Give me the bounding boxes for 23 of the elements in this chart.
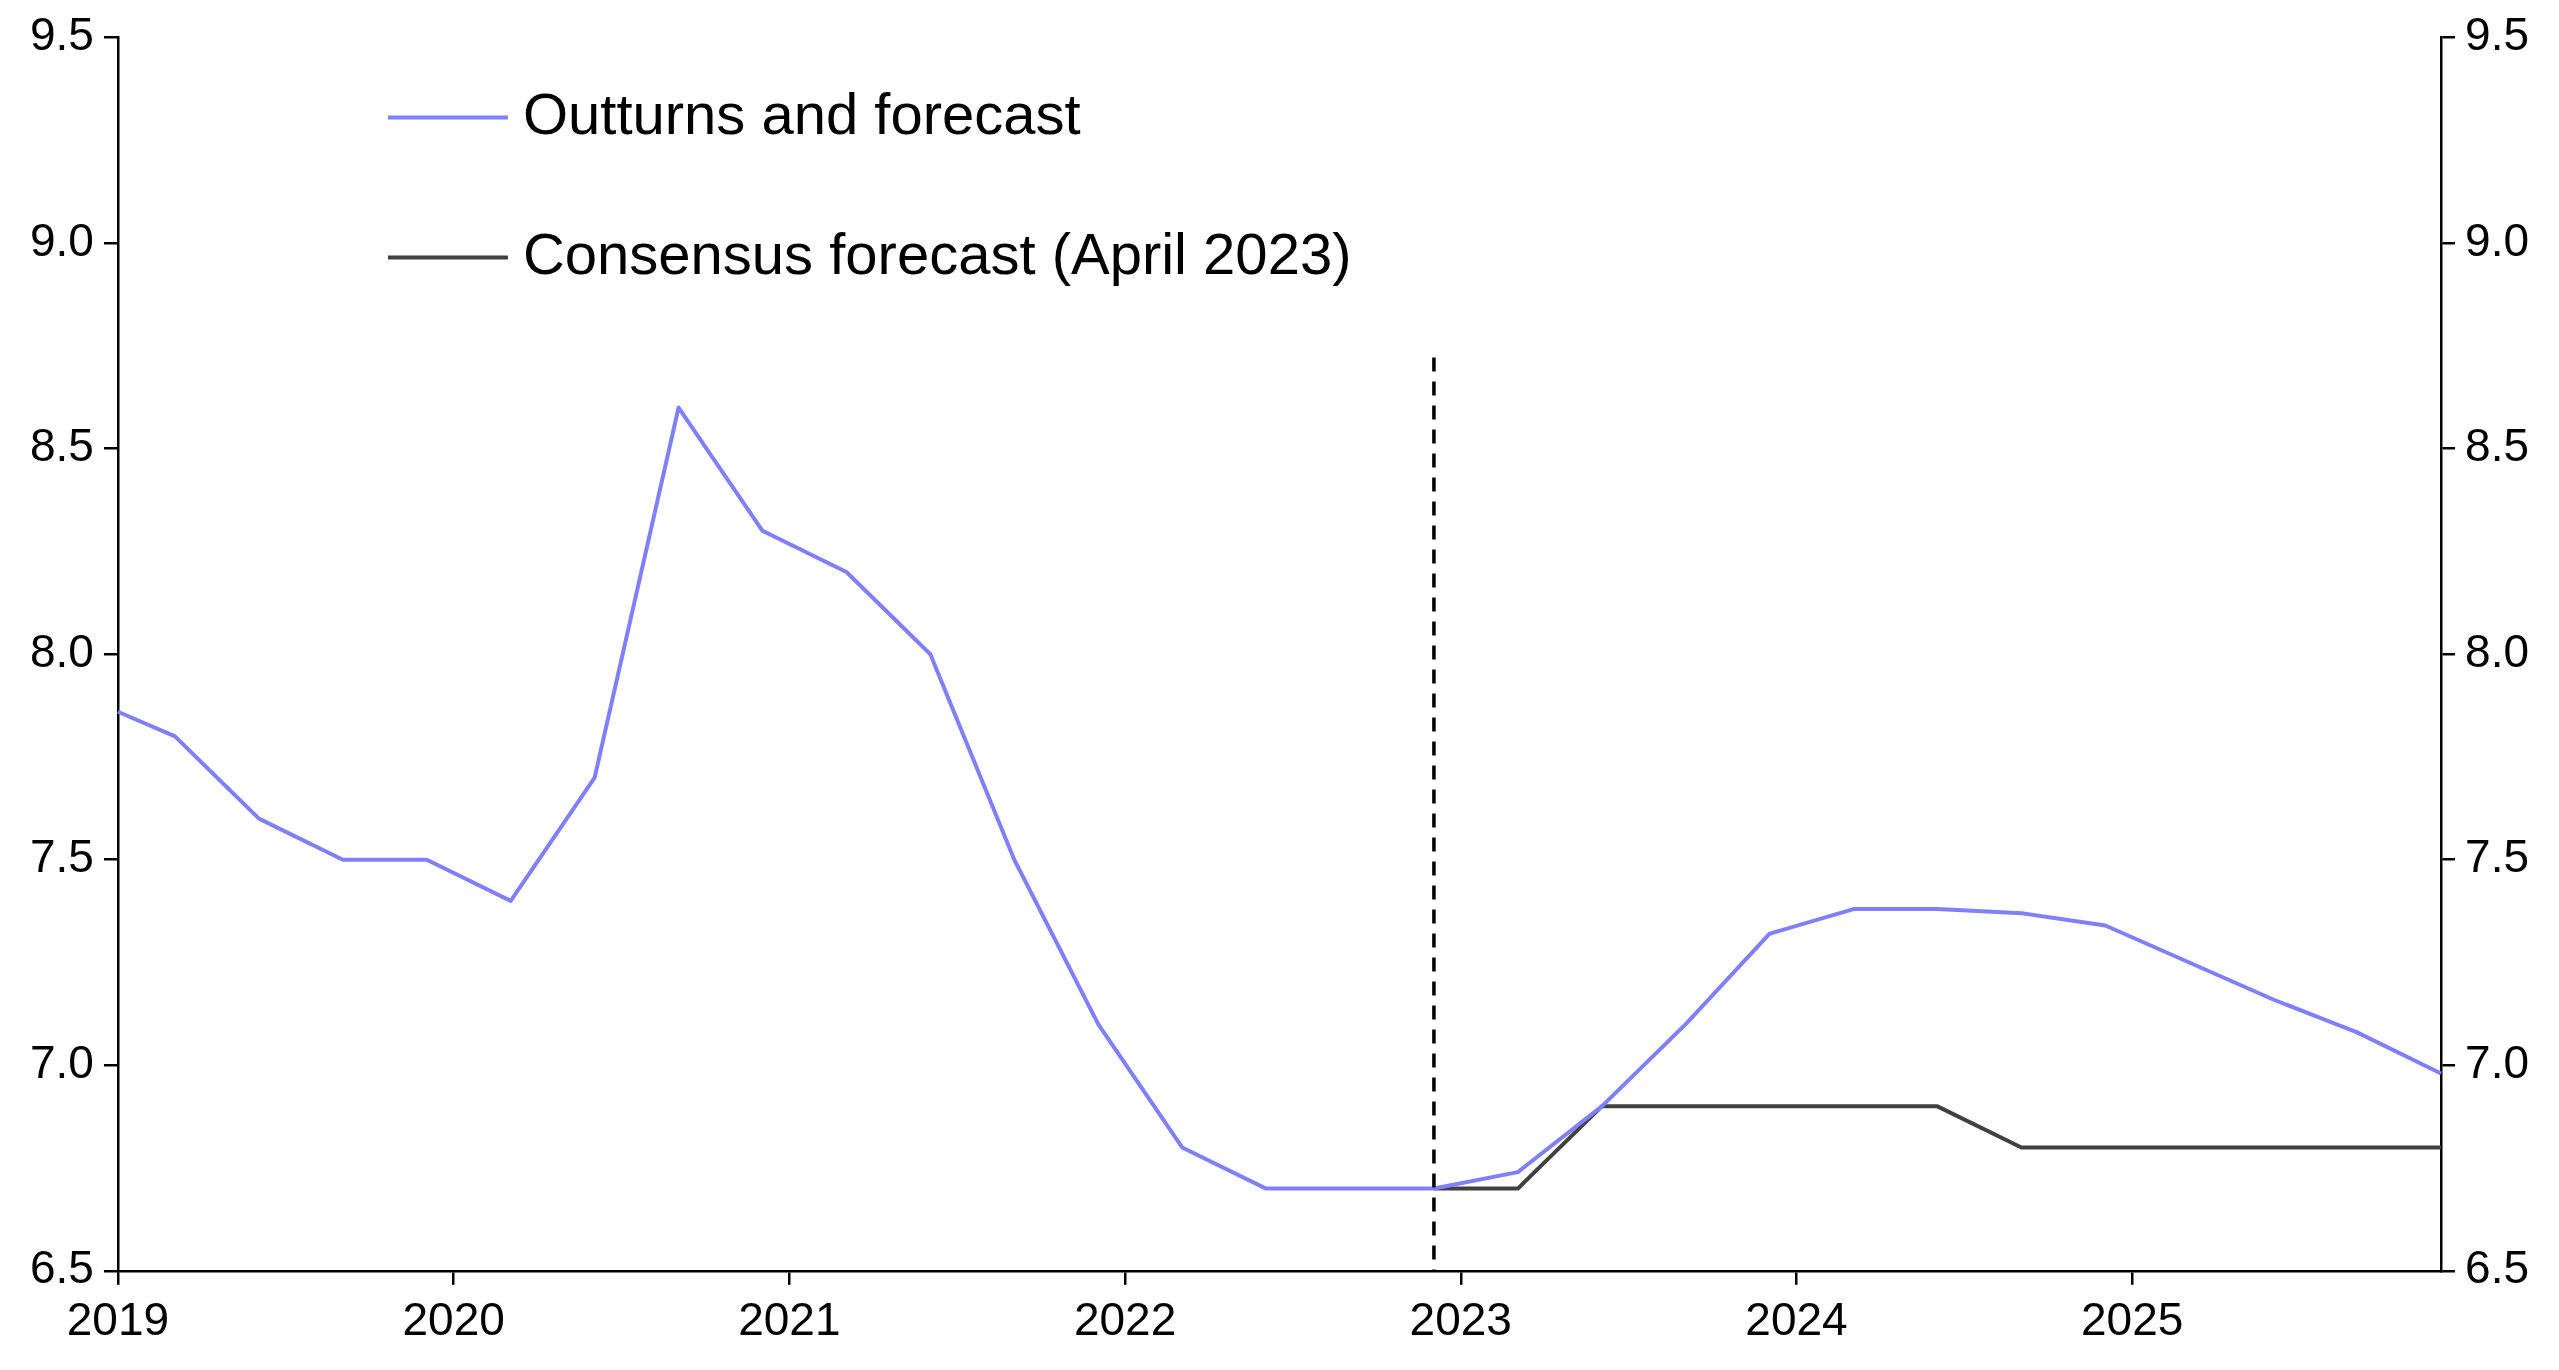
x-tick-label: 2024 [1745, 1293, 1848, 1346]
y2-tick-label: 6.5 [2465, 1241, 2530, 1294]
legend-label: Outturns and forecast [522, 80, 1081, 146]
x-tick-label: 2020 [402, 1293, 505, 1346]
y-tick-label: 6.5 [29, 1241, 94, 1294]
y2-tick-label: 7.5 [2465, 830, 2530, 883]
legend-label: Consensus forecast (April 2023) [522, 220, 1352, 286]
x-tick-label: 2025 [2081, 1293, 2184, 1346]
y-tick-label: 7.5 [29, 830, 94, 883]
y2-tick-label: 8.5 [2465, 419, 2530, 472]
y-tick-label: 8.5 [29, 419, 94, 472]
x-tick-label: 2019 [66, 1293, 170, 1346]
y-tick-label: 7.0 [29, 1035, 94, 1088]
y2-tick-label: 7.0 [2465, 1035, 2530, 1088]
x-tick-label: 2021 [738, 1293, 841, 1346]
y-tick-label: 8.0 [29, 624, 94, 677]
y2-tick-label: 9.0 [2465, 213, 2530, 266]
x-tick-label: 2023 [1409, 1293, 1512, 1346]
y-tick-label: 9.0 [29, 213, 94, 266]
y-tick-label: 9.5 [29, 8, 94, 61]
y2-tick-label: 8.0 [2465, 624, 2530, 677]
y2-tick-label: 9.5 [2465, 8, 2530, 61]
x-tick-label: 2022 [1073, 1293, 1177, 1346]
